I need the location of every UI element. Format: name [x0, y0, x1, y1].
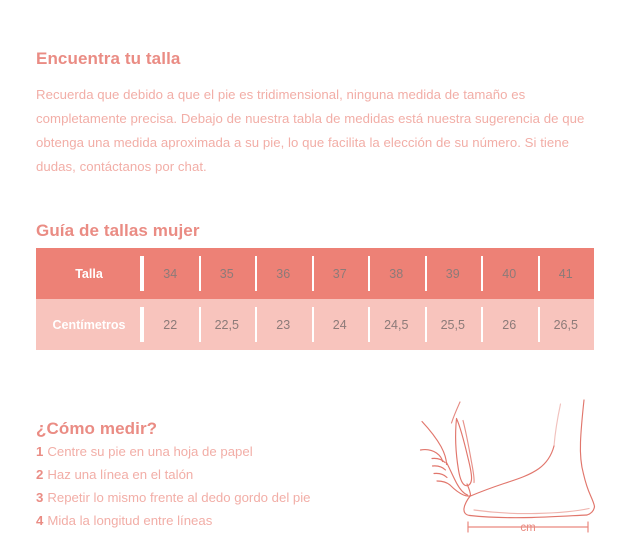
measure-bar-icon — [467, 521, 589, 533]
foot-measure-illustration — [418, 396, 643, 558]
step-number: 2 — [36, 467, 44, 482]
step-text: Mida la longitud entre líneas — [47, 513, 213, 528]
row-header-centimetros: Centímetros — [36, 299, 142, 350]
list-item: 4 Mida la longitud entre líneas — [36, 509, 311, 532]
step-text: Repetir lo mismo frente al dedo gordo de… — [47, 490, 311, 505]
table-cell-talla-6: 40 — [481, 248, 538, 299]
table-cell-talla-3: 37 — [311, 248, 368, 299]
table-cell-cm-0: 22 — [142, 299, 199, 350]
measure-unit-label: cm — [520, 522, 536, 534]
table-cell-talla-2: 36 — [255, 248, 312, 299]
intro-paragraph: Recuerda que debido a que el pie es trid… — [36, 87, 585, 175]
step-text: Haz una línea en el talón — [47, 467, 194, 482]
table-cell-talla-1: 35 — [198, 248, 255, 299]
list-item: 1 Centre su pie en una hoja de papel — [36, 440, 311, 463]
table-cell-cm-4: 24,5 — [368, 299, 425, 350]
foot-measure-icon — [419, 399, 596, 533]
table-row: Talla 34 35 36 37 38 39 40 41 — [36, 248, 594, 299]
size-guide-title: Guía de tallas mujer — [36, 221, 200, 241]
list-item: 3 Repetir lo mismo frente al dedo gordo d… — [36, 486, 311, 509]
table-cell-cm-5: 25,5 — [424, 299, 481, 350]
how-to-measure-steps: 1 Centre su pie en una hoja de papel 2 Haz… — [36, 440, 311, 532]
table-cell-talla-4: 38 — [368, 248, 425, 299]
step-number: 1 — [36, 444, 44, 459]
table-cell-cm-7: 26,5 — [537, 299, 594, 350]
step-number: 3 — [36, 490, 44, 505]
size-guide-table: Talla 34 35 36 37 38 39 40 41 Centímetro… — [36, 248, 594, 350]
how-to-measure-title: ¿Cómo medir? — [36, 419, 158, 439]
step-text: Centre su pie en una hoja de papel — [47, 444, 253, 459]
table-row: Centímetros 22 22,5 23 24 24,5 25,5 26 2… — [36, 299, 594, 350]
row-header-talla: Talla — [36, 248, 142, 299]
table-cell-talla-0: 34 — [142, 248, 199, 299]
list-item: 2 Haz una línea en el talón — [36, 463, 311, 486]
page-title: Encuentra tu talla — [36, 49, 181, 69]
table-cell-talla-7: 41 — [537, 248, 594, 299]
step-number: 4 — [36, 513, 44, 528]
table-cell-cm-2: 23 — [255, 299, 312, 350]
table-cell-cm-6: 26 — [481, 299, 538, 350]
table-cell-cm-3: 24 — [311, 299, 368, 350]
table-cell-cm-1: 22,5 — [198, 299, 255, 350]
table-cell-talla-5: 39 — [424, 248, 481, 299]
